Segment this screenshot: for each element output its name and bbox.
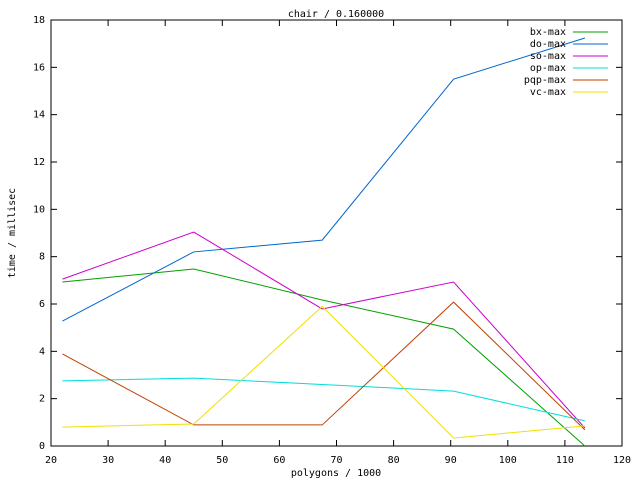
series-line: [62, 305, 585, 439]
x-tick-label: 40: [159, 455, 171, 466]
y-axis-label: time / millisec: [7, 188, 18, 278]
x-tick-label: 120: [613, 455, 631, 466]
legend-label: do-max: [530, 39, 566, 50]
y-tick-label: 16: [33, 62, 45, 73]
y-tick-label: 14: [33, 110, 45, 121]
legend-label: vc-max: [530, 87, 566, 98]
x-tick-label: 90: [445, 455, 457, 466]
legend-label: bx-max: [530, 27, 566, 38]
x-tick-label: 100: [499, 455, 517, 466]
y-tick-label: 18: [33, 15, 45, 26]
x-tick-label: 70: [330, 455, 342, 466]
x-tick-label: 110: [556, 455, 574, 466]
series-line: [62, 37, 586, 322]
y-tick-label: 6: [39, 299, 45, 310]
y-tick-label: 4: [39, 346, 45, 357]
y-tick-label: 12: [33, 157, 45, 168]
legend-label: op-max: [530, 63, 566, 74]
y-tick-label: 10: [33, 204, 45, 215]
x-tick-label: 60: [273, 455, 285, 466]
series-line: [62, 377, 585, 422]
x-tick-label: 30: [102, 455, 114, 466]
series-line: [62, 268, 586, 447]
x-tick-label: 80: [388, 455, 400, 466]
y-tick-label: 2: [39, 394, 45, 405]
x-tick-label: 20: [45, 455, 57, 466]
x-axis-label: polygons / 1000: [291, 468, 381, 479]
legend-label: so-max: [530, 51, 566, 62]
y-tick-label: 8: [39, 252, 45, 263]
series-line: [62, 231, 586, 429]
y-tick-label: 0: [39, 441, 45, 452]
series-line: [62, 301, 586, 431]
chart-title: chair / 0.160000: [288, 9, 384, 20]
legend-label: pqp-max: [524, 75, 566, 86]
x-tick-label: 50: [216, 455, 228, 466]
